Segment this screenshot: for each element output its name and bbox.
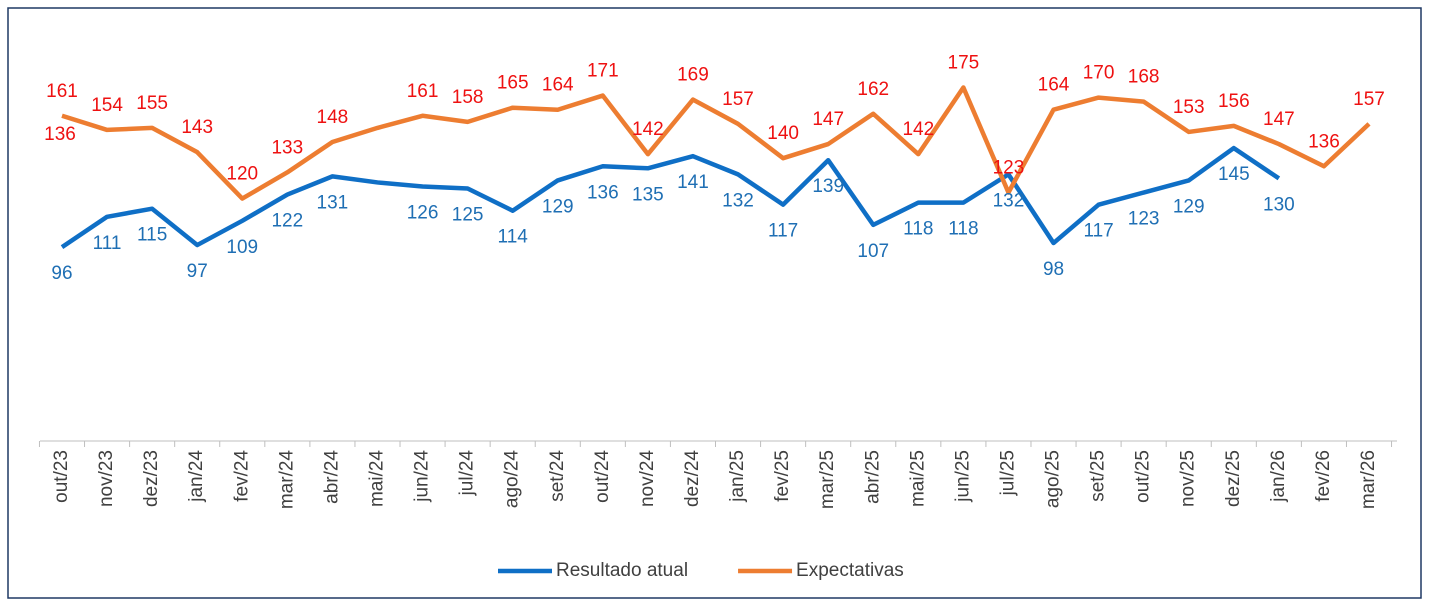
data-label: 143 (181, 117, 213, 138)
data-label: 161 (407, 81, 439, 102)
data-label: 109 (226, 237, 258, 258)
data-label: 153 (1173, 97, 1205, 118)
data-label: 164 (1038, 75, 1070, 96)
x-tick-label: nov/23 (96, 450, 117, 507)
data-label: 123 (993, 158, 1025, 179)
data-label: 97 (187, 261, 208, 282)
data-label: 145 (1218, 164, 1250, 185)
x-tick-label: nov/24 (637, 450, 658, 507)
data-label: 157 (722, 89, 754, 110)
data-label: 131 (317, 192, 349, 213)
x-tick-label: set/24 (547, 450, 568, 502)
x-tick-label: fev/24 (231, 450, 252, 502)
x-tick-label: jul/25 (997, 450, 1018, 496)
data-label: 157 (1353, 89, 1385, 110)
x-tick-label: fev/26 (1313, 450, 1334, 502)
data-label: 117 (768, 221, 798, 242)
data-label: 169 (677, 65, 709, 86)
data-label: 162 (857, 79, 889, 100)
x-tick-label: fev/25 (772, 450, 793, 502)
data-label: 142 (632, 119, 664, 140)
data-label: 115 (137, 225, 167, 246)
data-label: 125 (452, 205, 484, 226)
data-label: 170 (1083, 63, 1115, 84)
x-tick-label: mar/25 (817, 450, 838, 509)
x-tick-label: ago/24 (502, 450, 523, 509)
data-label: 132 (722, 190, 754, 211)
data-label: 118 (948, 219, 978, 240)
data-label: 142 (902, 119, 934, 140)
data-label: 147 (1263, 109, 1295, 130)
data-label: 139 (812, 176, 844, 197)
x-tick-label: out/25 (1133, 450, 1154, 503)
data-label: 147 (812, 109, 844, 130)
x-tick-label: abr/24 (321, 450, 342, 504)
data-label: 156 (1218, 91, 1250, 112)
series-line (60, 145, 1281, 249)
x-tick-label: dez/23 (141, 450, 162, 507)
data-label: 133 (271, 137, 303, 158)
data-label: 140 (767, 123, 799, 144)
x-tick-label: abr/25 (862, 450, 883, 504)
series-line (61, 85, 1371, 201)
legend-label: Expectativas (796, 560, 904, 581)
x-tick-label: jan/26 (1268, 450, 1289, 503)
data-label: 129 (542, 196, 574, 217)
data-label: 154 (91, 95, 123, 116)
data-label: 136 (587, 182, 619, 203)
data-label: 136 (1308, 131, 1340, 152)
x-tick-label: out/24 (592, 450, 613, 503)
x-tick-label: out/23 (51, 450, 72, 503)
data-label: 129 (1173, 196, 1205, 217)
data-label: 118 (903, 219, 933, 240)
legend-label: Resultado atual (556, 560, 688, 581)
data-label: 155 (136, 93, 168, 114)
x-tick-label: ago/25 (1043, 450, 1064, 508)
x-tick-label: jan/24 (186, 450, 207, 503)
data-label: 141 (677, 172, 709, 193)
data-label: 135 (632, 184, 664, 205)
data-label: 164 (542, 75, 574, 96)
data-label: 96 (51, 263, 72, 284)
data-label: 168 (1128, 67, 1160, 88)
data-label: 111 (93, 233, 122, 254)
data-label: 130 (1263, 194, 1295, 215)
data-label: 165 (497, 73, 529, 94)
x-tick-label: mai/24 (366, 450, 387, 507)
data-label: 161 (46, 81, 78, 102)
x-tick-label: mar/24 (276, 450, 297, 510)
x-tick-label: dez/24 (682, 450, 703, 507)
data-label: 123 (1128, 209, 1160, 230)
x-tick-label: jan/25 (727, 450, 748, 503)
data-label: 98 (1043, 259, 1064, 280)
data-label: 122 (271, 211, 303, 232)
x-tick-label: mar/26 (1358, 450, 1379, 509)
x-tick-label: set/25 (1088, 450, 1109, 502)
data-label: 126 (407, 202, 439, 223)
data-label: 158 (452, 87, 484, 108)
x-tick-label: jun/24 (412, 450, 433, 503)
data-label: 117 (1083, 221, 1113, 242)
data-label: 175 (948, 53, 980, 74)
x-tick-label: jul/24 (457, 450, 478, 497)
x-tick-label: dez/25 (1223, 450, 1244, 507)
data-label: 148 (317, 107, 349, 128)
data-label: 171 (587, 61, 619, 82)
x-tick-label: mai/25 (907, 450, 928, 507)
data-label: 120 (226, 164, 258, 185)
data-label: 132 (993, 190, 1025, 211)
data-label: 107 (857, 241, 889, 262)
x-tick-label: nov/25 (1178, 450, 1199, 507)
x-tick-label: jun/25 (952, 450, 973, 503)
data-label: 114 (498, 227, 529, 248)
annotation: 136 (44, 124, 76, 145)
chart-frame (7, 7, 1422, 599)
